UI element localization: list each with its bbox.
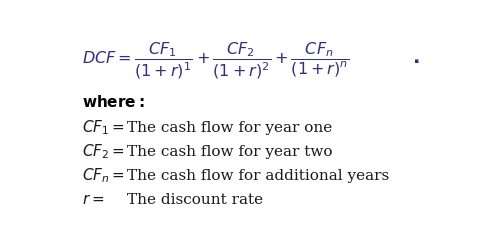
Text: $\mathbf{\cdot}$: $\mathbf{\cdot}$: [412, 51, 419, 70]
Text: $\mathit{CF}_n = $: $\mathit{CF}_n = $: [82, 166, 125, 185]
Text: $\mathit{CF}_1 = $: $\mathit{CF}_1 = $: [82, 119, 125, 137]
Text: $\mathit{CF}_2 = $: $\mathit{CF}_2 = $: [82, 143, 125, 161]
Text: The discount rate: The discount rate: [127, 193, 264, 207]
Text: $\bf{where:}$: $\bf{where:}$: [82, 94, 145, 110]
Text: $r = $: $r = $: [82, 192, 105, 207]
Text: $\mathit{DCF} = \dfrac{\mathit{CF}_1}{(1+r)^1} + \dfrac{\mathit{CF}_2}{(1+r)^2} : $\mathit{DCF} = \dfrac{\mathit{CF}_1}{(1…: [82, 40, 350, 81]
Text: The cash flow for year two: The cash flow for year two: [127, 145, 332, 159]
Text: The cash flow for additional years: The cash flow for additional years: [127, 169, 389, 183]
Text: The cash flow for year one: The cash flow for year one: [127, 121, 332, 135]
